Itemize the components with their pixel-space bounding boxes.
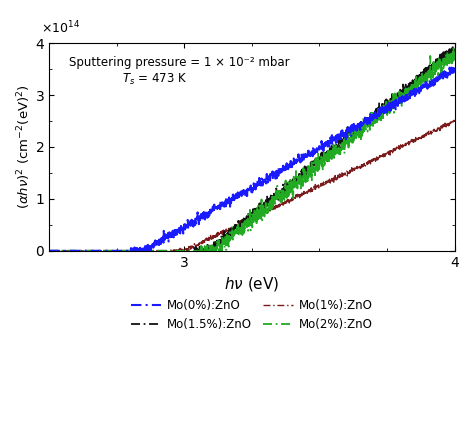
Text: Sputtering pressure = 1 × 10⁻² mbar: Sputtering pressure = 1 × 10⁻² mbar [69, 56, 290, 68]
Legend: Mo(0%):ZnO, Mo(1.5%):ZnO, Mo(1%):ZnO, Mo(2%):ZnO: Mo(0%):ZnO, Mo(1.5%):ZnO, Mo(1%):ZnO, Mo… [127, 294, 377, 336]
Text: $\times10^{14}$: $\times10^{14}$ [41, 19, 80, 36]
Text: $T_s$ = 473 K: $T_s$ = 473 K [122, 72, 187, 87]
X-axis label: $h\nu$ (eV): $h\nu$ (eV) [224, 275, 280, 293]
Y-axis label: $(\alpha h\nu)^2$ (cm$^{-2}$(eV)$^2$): $(\alpha h\nu)^2$ (cm$^{-2}$(eV)$^2$) [15, 84, 33, 209]
